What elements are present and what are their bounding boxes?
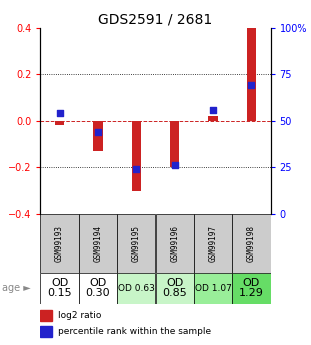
Text: GSM99193: GSM99193 xyxy=(55,225,64,262)
Bar xyxy=(132,121,141,190)
Bar xyxy=(79,273,117,304)
Bar xyxy=(208,116,218,121)
Bar xyxy=(40,273,79,304)
Bar xyxy=(93,121,103,151)
Text: log2 ratio: log2 ratio xyxy=(58,311,101,320)
Text: GSM99195: GSM99195 xyxy=(132,225,141,262)
Text: GSM99196: GSM99196 xyxy=(170,225,179,262)
Bar xyxy=(40,214,79,273)
Point xyxy=(95,129,100,135)
Text: OD 0.63: OD 0.63 xyxy=(118,284,155,293)
Bar xyxy=(40,326,52,337)
Bar xyxy=(247,28,256,121)
Bar xyxy=(156,273,194,304)
Text: OD
0.30: OD 0.30 xyxy=(86,278,110,298)
Bar xyxy=(170,121,179,167)
Text: OD
1.29: OD 1.29 xyxy=(239,278,264,298)
Point xyxy=(249,82,254,88)
Bar xyxy=(156,214,194,273)
Title: GDS2591 / 2681: GDS2591 / 2681 xyxy=(98,12,213,27)
Bar xyxy=(117,273,156,304)
Bar xyxy=(194,214,232,273)
Bar xyxy=(40,310,52,321)
Text: GSM99198: GSM99198 xyxy=(247,225,256,262)
Text: OD 1.07: OD 1.07 xyxy=(195,284,231,293)
Text: OD
0.85: OD 0.85 xyxy=(162,278,187,298)
Text: GSM99197: GSM99197 xyxy=(209,225,217,262)
Bar xyxy=(79,214,117,273)
Bar xyxy=(232,214,271,273)
Point xyxy=(211,107,216,112)
Text: age ►: age ► xyxy=(2,283,30,293)
Text: OD
0.15: OD 0.15 xyxy=(47,278,72,298)
Point xyxy=(172,163,177,168)
Bar xyxy=(117,214,156,273)
Point xyxy=(57,110,62,116)
Text: GSM99194: GSM99194 xyxy=(94,225,102,262)
Bar xyxy=(232,273,271,304)
Text: percentile rank within the sample: percentile rank within the sample xyxy=(58,327,211,336)
Point xyxy=(134,166,139,172)
Bar xyxy=(55,121,64,125)
Bar xyxy=(194,273,232,304)
